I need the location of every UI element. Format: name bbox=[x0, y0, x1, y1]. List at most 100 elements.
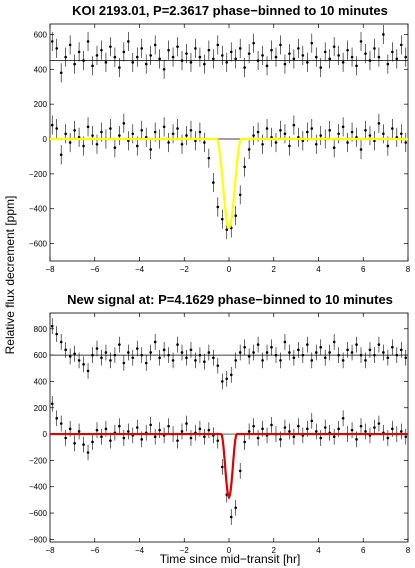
data-point bbox=[135, 144, 139, 148]
offset-data-point bbox=[176, 45, 179, 48]
data-point bbox=[100, 130, 103, 134]
data-point bbox=[252, 134, 255, 137]
data-point bbox=[332, 435, 336, 439]
offset-data-point bbox=[373, 47, 376, 50]
y-tick-label: 600 bbox=[34, 30, 48, 39]
offset-data-point bbox=[95, 54, 99, 57]
offset-data-point bbox=[198, 55, 202, 59]
y-tick-label: −200 bbox=[29, 456, 48, 465]
data-point bbox=[386, 144, 390, 148]
offset-data-point bbox=[216, 364, 220, 367]
data-point bbox=[243, 165, 246, 169]
data-point bbox=[292, 435, 296, 439]
plot-frame bbox=[49, 23, 409, 262]
offset-data-point bbox=[377, 55, 381, 59]
data-point bbox=[176, 127, 179, 130]
offset-data-point bbox=[341, 359, 345, 362]
data-point bbox=[355, 438, 358, 441]
offset-data-point bbox=[225, 61, 229, 64]
offset-data-point bbox=[216, 43, 220, 47]
y-axis-label: Relative flux decrement [ppm] bbox=[3, 196, 17, 355]
data-point bbox=[149, 148, 152, 151]
data-point bbox=[323, 426, 327, 429]
y-tick-label: 0 bbox=[43, 135, 48, 144]
data-point bbox=[359, 148, 363, 151]
data-point bbox=[118, 424, 121, 428]
transit-model-curve bbox=[50, 432, 408, 500]
offset-data-point bbox=[404, 356, 408, 360]
offset-data-point bbox=[310, 359, 314, 362]
data-point bbox=[104, 427, 108, 431]
y-tick-label: 0 bbox=[43, 430, 48, 439]
offset-data-point bbox=[167, 48, 170, 52]
offset-data-point bbox=[189, 61, 193, 64]
offset-data-point bbox=[328, 57, 331, 61]
data-point bbox=[180, 430, 184, 433]
data-point bbox=[118, 134, 121, 137]
offset-data-point bbox=[144, 361, 148, 365]
data-point bbox=[364, 430, 367, 433]
offset-data-point bbox=[153, 43, 157, 47]
data-point bbox=[216, 205, 220, 209]
data-point bbox=[247, 430, 251, 433]
offset-data-point bbox=[118, 66, 121, 69]
offset-data-point bbox=[91, 353, 94, 357]
offset-data-point bbox=[122, 50, 126, 54]
offset-data-point bbox=[292, 57, 296, 61]
x-tick-label: 2 bbox=[272, 546, 277, 555]
offset-data-point bbox=[185, 356, 188, 360]
data-point bbox=[297, 424, 300, 428]
data-point bbox=[261, 142, 264, 146]
offset-data-point bbox=[113, 55, 117, 59]
offset-data-point bbox=[386, 356, 390, 360]
offset-data-point bbox=[194, 359, 197, 362]
offset-data-point bbox=[332, 340, 336, 344]
offset-data-point bbox=[234, 359, 238, 362]
y-tick-label: −400 bbox=[29, 483, 48, 492]
data-point bbox=[153, 435, 157, 439]
offset-data-point bbox=[104, 351, 108, 354]
data-point bbox=[399, 132, 403, 136]
data-point bbox=[86, 451, 90, 454]
data-point bbox=[247, 148, 251, 151]
offset-data-point bbox=[82, 59, 85, 62]
offset-data-point bbox=[149, 54, 152, 57]
offset-data-point bbox=[225, 377, 229, 381]
data-point bbox=[256, 130, 260, 134]
offset-data-point bbox=[283, 340, 287, 344]
x-tick-label: 6 bbox=[361, 265, 366, 274]
offset-data-point bbox=[212, 356, 215, 360]
offset-data-point bbox=[77, 359, 81, 362]
offset-data-point bbox=[395, 353, 399, 357]
offset-data-point bbox=[59, 71, 63, 75]
data-point bbox=[140, 129, 144, 132]
offset-data-point bbox=[301, 54, 305, 57]
offset-data-point bbox=[261, 359, 264, 362]
y-tick-label: 400 bbox=[34, 377, 48, 386]
x-tick-label: 4 bbox=[316, 546, 321, 555]
data-point bbox=[122, 436, 126, 440]
offset-data-point bbox=[382, 33, 385, 36]
data-point bbox=[91, 134, 94, 137]
offset-data-point bbox=[265, 64, 269, 68]
offset-data-point bbox=[127, 351, 130, 354]
offset-data-point bbox=[274, 55, 278, 59]
offset-data-point bbox=[64, 55, 67, 59]
offset-data-point bbox=[68, 355, 72, 358]
data-point bbox=[337, 132, 340, 136]
offset-data-point bbox=[391, 345, 394, 349]
offset-data-point bbox=[341, 61, 345, 64]
data-point bbox=[377, 422, 381, 425]
data-point bbox=[185, 134, 188, 137]
offset-data-point bbox=[274, 353, 278, 357]
panel-top-title: KOI 2193.01, P=2.3617 phase−binned to 10… bbox=[72, 3, 388, 18]
offset-data-point bbox=[198, 353, 202, 357]
x-tick-label: 2 bbox=[272, 265, 277, 274]
offset-data-point bbox=[364, 359, 367, 362]
data-point bbox=[64, 436, 67, 440]
offset-data-point bbox=[270, 345, 273, 349]
offset-data-point bbox=[314, 351, 318, 354]
offset-data-point bbox=[279, 359, 282, 362]
offset-data-point bbox=[279, 43, 282, 47]
x-tick-label: 8 bbox=[406, 546, 411, 555]
